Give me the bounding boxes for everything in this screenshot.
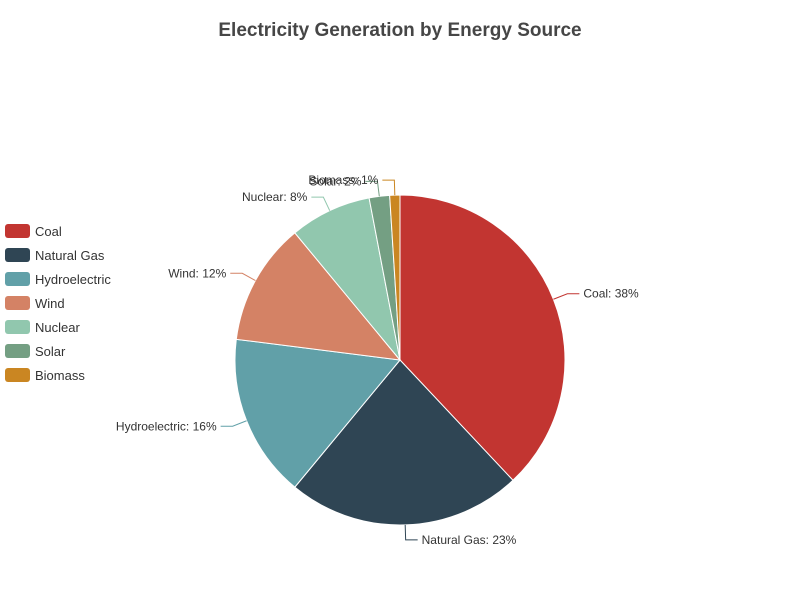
legend-swatch — [5, 296, 30, 310]
label-leader-line — [230, 272, 256, 281]
slice-label-coal: Coal: 38% — [583, 287, 639, 301]
pie-slice-biomass[interactable] — [389, 194, 401, 361]
pie-slice-hydroelectric[interactable] — [234, 338, 401, 488]
label-leader-line — [382, 179, 396, 196]
legend-item-biomass[interactable]: Biomass — [5, 363, 111, 387]
legend-swatch — [5, 344, 30, 358]
legend-swatch — [5, 272, 30, 286]
legend-swatch — [5, 248, 30, 262]
legend-item-coal[interactable]: Coal — [5, 219, 111, 243]
pie-slice-natural-gas[interactable] — [294, 359, 514, 526]
label-leader-line — [365, 180, 380, 197]
legend: Coal Natural Gas Hydroelectric Wind Nuclear S… — [5, 219, 111, 387]
slice-label-biomass: Biomass: 1% — [308, 173, 378, 187]
legend-item-nuclear[interactable]: Nuclear — [5, 315, 111, 339]
slice-label-natural-gas: Natural Gas: 23% — [422, 533, 517, 547]
legend-label: Natural Gas — [35, 247, 105, 263]
label-leader-line — [404, 524, 418, 541]
label-leader-line — [311, 196, 331, 211]
legend-label: Wind — [35, 295, 65, 311]
pie-slice-coal[interactable] — [399, 194, 566, 481]
legend-label: Coal — [35, 223, 62, 239]
legend-swatch — [5, 224, 30, 238]
label-leader-line — [220, 420, 247, 427]
legend-label: Biomass — [35, 367, 85, 383]
legend-label: Hydroelectric — [35, 271, 111, 287]
legend-swatch — [5, 368, 30, 382]
pie-slice-wind[interactable] — [235, 232, 402, 361]
slice-label-hydroelectric: Hydroelectric: 16% — [116, 419, 217, 433]
label-leader-line — [553, 293, 580, 300]
slice-label-nuclear: Nuclear: 8% — [242, 190, 308, 204]
legend-item-wind[interactable]: Wind — [5, 291, 111, 315]
legend-item-solar[interactable]: Solar — [5, 339, 111, 363]
legend-swatch — [5, 320, 30, 334]
legend-item-hydroelectric[interactable]: Hydroelectric — [5, 267, 111, 291]
legend-label: Solar — [35, 343, 66, 359]
legend-item-natural-gas[interactable]: Natural Gas — [5, 243, 111, 267]
legend-label: Nuclear — [35, 319, 80, 335]
slice-label-wind: Wind: 12% — [168, 266, 226, 280]
chart-title: Electricity Generation by Energy Source — [218, 20, 582, 41]
slice-label-solar: Solar: 2% — [309, 174, 361, 188]
